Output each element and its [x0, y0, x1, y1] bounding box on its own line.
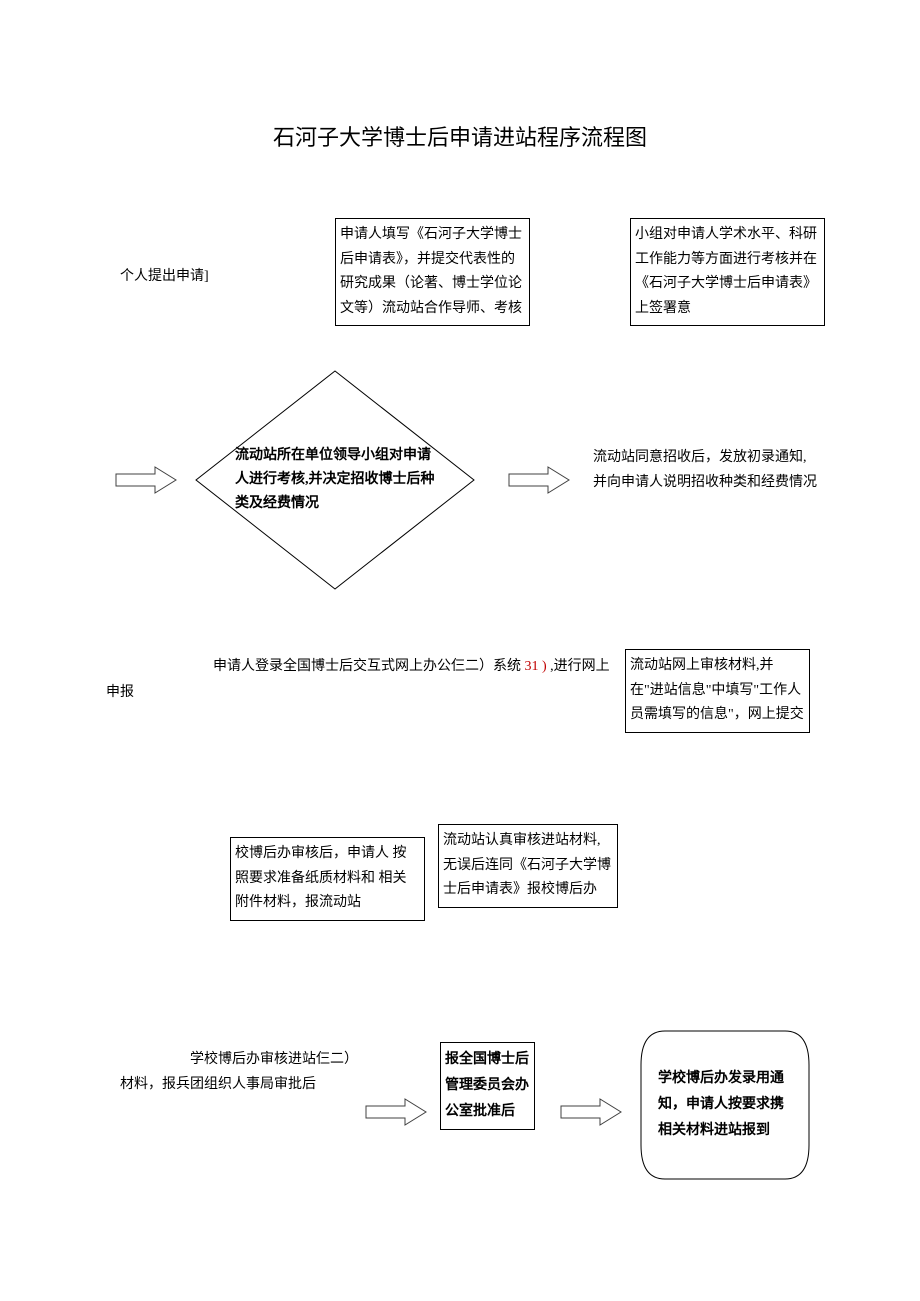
r1-right-box: 小组对申请人学术水平、科研工作能力等方面进行考核并在《石河子大学博士后申请表》上… [630, 218, 825, 326]
r3-line1: 申请人登录全国博士后交互式网上办公仨二）系统 31 ) ,进行网上 [213, 655, 633, 680]
r1-mid-box: 申请人填写《石河子大学博士后申请表》，并提交代表性的研究成果（论著、博士学位论文… [335, 218, 530, 326]
r2-diamond-text: 流动站所在单位领导小组对申请人进行考核,并决定招收博士后种类及经费情况 [235, 444, 435, 515]
block-arrow-icon [115, 466, 177, 494]
r5-left-l1-text: 学校博后办审核进站仨二） [190, 1052, 358, 1067]
r2-diamond: 流动站所在单位领导小组对申请人进行考核,并决定招收博士后种类及经费情况 [195, 370, 475, 590]
r5-left-l1: 学校博后办审核进站仨二） [190, 1048, 358, 1073]
page-title: 石河子大学博士后申请进站程序流程图 [0, 120, 920, 152]
r4-left-text: 校博后办审核后，申请人 按照要求准备纸质材料和 相关附件材料，报流动站 [235, 846, 407, 910]
r3-line1-suffix: ,进行网上 [550, 659, 610, 674]
block-arrow-icon [365, 1098, 427, 1126]
r5-mid-text: 报全国博士后管理委员会办公室批准后 [445, 1052, 529, 1119]
r2-arrow-right [508, 466, 570, 494]
block-arrow-icon [560, 1098, 622, 1126]
r5-arrow-2 [560, 1098, 622, 1126]
block-arrow-icon [508, 466, 570, 494]
r4-right-box: 流动站认真审核进站材料,无误后连同《石河子大学博士后申请表》报校博后办 [438, 824, 618, 908]
r4-left-box: 校博后办审核后，申请人 按照要求准备纸质材料和 相关附件材料，报流动站 [230, 837, 425, 921]
r5-mid-box: 报全国博士后管理委员会办公室批准后 [440, 1042, 535, 1130]
r2-right-text: 流动站同意招收后，发放初录通知,并向申请人说明招收种类和经费情况 [593, 446, 818, 495]
r4-right-text: 流动站认真审核进站材料,无误后连同《石河子大学博士后申请表》报校博后办 [443, 833, 611, 897]
r5-arrow-1 [365, 1098, 427, 1126]
r5-left-l2-text: 材料，报兵团组织人事局审批后 [120, 1077, 316, 1092]
r5-right-text: 学校博后办发录用通知，申请人按要求携相关材料进站报到 [658, 1066, 792, 1144]
r3-right-box: 流动站网上审核材料,并 在"进站信息"中填写"工作人员需填写的信息"，网上提交 [625, 649, 810, 733]
r1-left-text: 个人提出申请] [120, 265, 209, 290]
r3-right-text: 流动站网上审核材料,并 在"进站信息"中填写"工作人员需填写的信息"，网上提交 [630, 658, 804, 722]
title-text: 石河子大学博士后申请进站程序流程图 [273, 125, 647, 150]
r3-line2-text: 申报 [106, 685, 134, 700]
r3-line1-prefix: 申请人登录全国博士后交互式网上办公仨二）系统 [213, 659, 521, 674]
r5-right-label: 学校博后办发录用通知，申请人按要求携相关材料进站报到 [640, 1030, 810, 1180]
r2-right-label: 流动站同意招收后，发放初录通知,并向申请人说明招收种类和经费情况 [593, 450, 817, 490]
r3-line2: 申报 [106, 681, 134, 706]
r1-left-label: 个人提出申请] [120, 269, 209, 284]
r3-line1-red: 31 ) [525, 659, 547, 674]
r1-right-text: 小组对申请人学术水平、科研工作能力等方面进行考核并在《石河子大学博士后申请表》上… [635, 227, 817, 316]
r5-left-l2: 材料，报兵团组织人事局审批后 [120, 1073, 316, 1098]
r5-right-rounded: 学校博后办发录用通知，申请人按要求携相关材料进站报到 [640, 1030, 810, 1180]
r2-diamond-label: 流动站所在单位领导小组对申请人进行考核,并决定招收博士后种类及经费情况 [195, 370, 475, 590]
r1-mid-text: 申请人填写《石河子大学博士后申请表》，并提交代表性的研究成果（论著、博士学位论文… [340, 227, 522, 316]
r2-arrow-left [115, 466, 177, 494]
